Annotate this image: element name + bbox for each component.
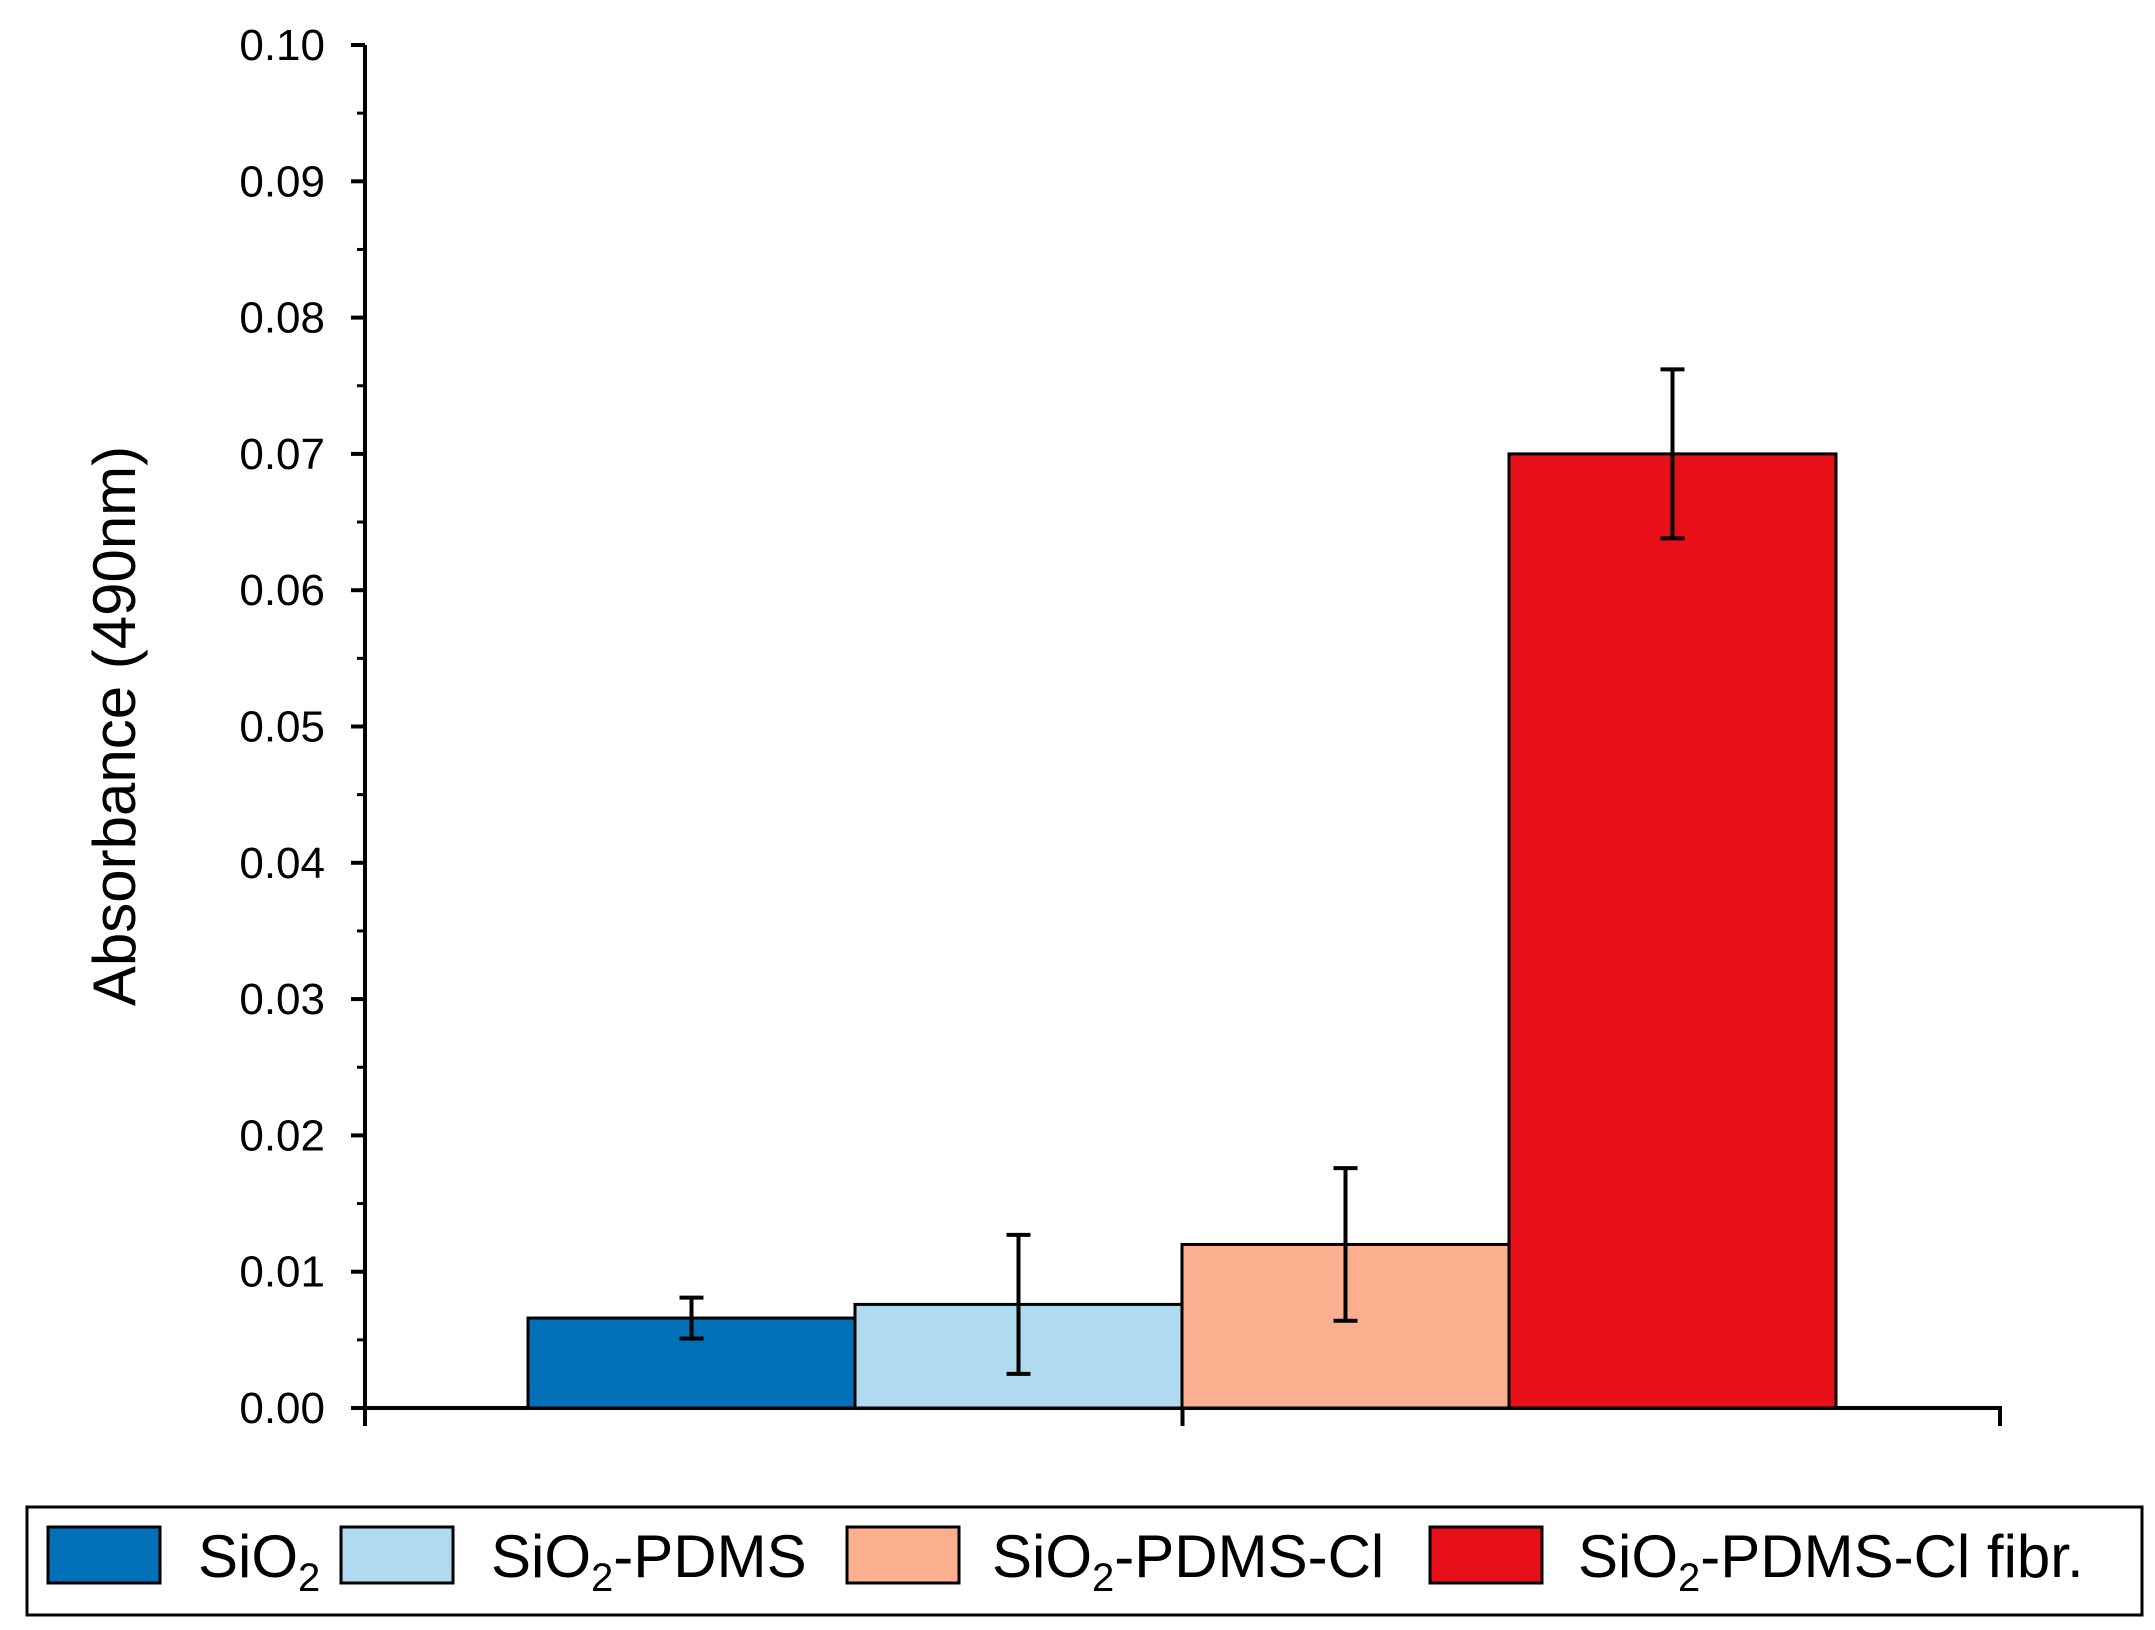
y-axis-title: Absorbance (490nm): [81, 446, 148, 1006]
y-tick-label: 0.03: [239, 975, 325, 1024]
y-tick-label: 0.07: [239, 430, 325, 479]
y-tick-label: 0.02: [239, 1111, 325, 1160]
y-tick-label: 0.01: [239, 1248, 325, 1297]
legend-swatch: [339, 1525, 455, 1585]
y-tick-label: 0.06: [239, 566, 325, 615]
error-bars: [679, 367, 1685, 1376]
y-tick-label: 0.10: [239, 21, 325, 70]
legend: SiO2 SiO2-PDMS SiO2-PDMS-Cl SiO2-PDMS-Cl fi…: [25, 1505, 2144, 1617]
y-tick-label: 0.09: [239, 157, 325, 206]
y-tick-label: 0.08: [239, 294, 325, 343]
legend-label: SiO2: [198, 1523, 320, 1600]
y-axis-ticks: 0.00 0.01 0.02 0.03 0.04 0.05 0.06 0.07 0.08 0.09…: [239, 21, 365, 1433]
y-tick-label: 0.00: [239, 1384, 325, 1433]
legend-swatch: [845, 1525, 961, 1585]
legend-label: SiO2-PDMS-Cl fibr.: [1578, 1523, 2084, 1600]
y-tick-label: 0.05: [239, 703, 325, 752]
bars: [526, 452, 1838, 1410]
legend-swatch: [46, 1525, 162, 1585]
bar: [1180, 1242, 1511, 1410]
y-tick-label: 0.04: [239, 839, 325, 888]
legend-label: SiO2-PDMS: [491, 1523, 807, 1600]
legend-label: SiO2-PDMS-Cl: [992, 1523, 1384, 1600]
bar: [1507, 452, 1838, 1410]
legend-swatch: [1428, 1525, 1544, 1585]
